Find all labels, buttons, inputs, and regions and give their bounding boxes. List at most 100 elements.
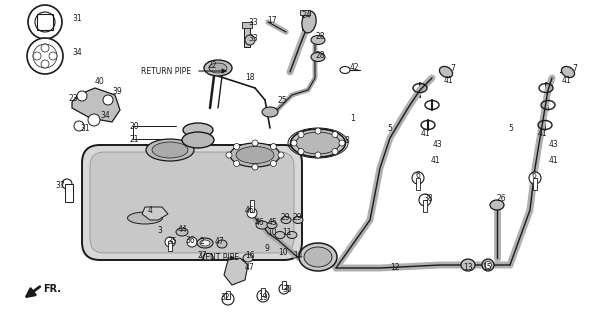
Text: 6: 6: [532, 171, 537, 180]
Ellipse shape: [230, 143, 280, 167]
Ellipse shape: [217, 240, 227, 248]
Circle shape: [74, 121, 84, 131]
Circle shape: [270, 161, 276, 166]
Bar: [300, 10, 310, 15]
Circle shape: [245, 35, 255, 45]
Ellipse shape: [291, 129, 346, 157]
Text: 2: 2: [200, 236, 205, 245]
Bar: [261, 288, 265, 296]
Text: 5: 5: [387, 124, 392, 132]
Text: 31: 31: [72, 13, 81, 22]
Circle shape: [62, 179, 72, 189]
Text: 39: 39: [112, 86, 122, 95]
Bar: [226, 291, 230, 299]
Bar: [250, 200, 254, 212]
Circle shape: [27, 38, 63, 74]
Ellipse shape: [236, 147, 274, 164]
Bar: [416, 178, 420, 190]
Polygon shape: [142, 207, 168, 220]
Ellipse shape: [152, 142, 188, 158]
Text: 34: 34: [72, 47, 81, 57]
Circle shape: [35, 12, 55, 32]
Text: 12: 12: [390, 262, 400, 271]
Text: FR.: FR.: [43, 284, 61, 294]
Bar: [168, 241, 172, 251]
Circle shape: [419, 194, 431, 206]
Polygon shape: [224, 258, 248, 285]
Text: 22: 22: [207, 60, 216, 69]
Circle shape: [529, 172, 541, 184]
Ellipse shape: [197, 238, 213, 248]
Circle shape: [234, 143, 240, 149]
Bar: [533, 178, 537, 190]
Text: 47: 47: [215, 236, 225, 245]
Ellipse shape: [461, 259, 475, 271]
Ellipse shape: [128, 212, 162, 224]
Text: 24: 24: [302, 11, 311, 20]
Ellipse shape: [209, 63, 227, 73]
Text: 41: 41: [549, 156, 559, 164]
Text: 36: 36: [185, 236, 195, 244]
Text: 1: 1: [350, 114, 355, 123]
Bar: [282, 281, 286, 289]
Ellipse shape: [183, 123, 213, 137]
Circle shape: [187, 237, 197, 247]
Text: 15: 15: [482, 262, 492, 271]
Ellipse shape: [281, 217, 291, 223]
Text: 46: 46: [255, 218, 265, 227]
Circle shape: [41, 60, 49, 68]
Text: 20: 20: [130, 122, 140, 131]
Circle shape: [33, 44, 57, 68]
Ellipse shape: [311, 36, 325, 44]
Text: 9: 9: [265, 244, 270, 252]
Ellipse shape: [311, 52, 325, 61]
Ellipse shape: [262, 107, 278, 117]
Polygon shape: [72, 88, 120, 122]
Text: 4: 4: [148, 205, 153, 214]
Text: 33: 33: [248, 34, 258, 43]
Circle shape: [298, 132, 304, 138]
Text: 28: 28: [316, 31, 325, 41]
Text: 31: 31: [80, 124, 90, 132]
Circle shape: [252, 164, 258, 170]
Text: 21: 21: [130, 134, 140, 143]
Ellipse shape: [340, 67, 350, 74]
Text: 43: 43: [549, 140, 559, 148]
Text: 28: 28: [316, 51, 325, 60]
Circle shape: [226, 152, 232, 158]
Ellipse shape: [200, 240, 210, 246]
Text: 25: 25: [278, 95, 288, 105]
Ellipse shape: [561, 67, 574, 77]
Ellipse shape: [275, 231, 285, 238]
Text: RETURN PIPE: RETURN PIPE: [141, 67, 191, 76]
Text: 7: 7: [572, 63, 577, 73]
Ellipse shape: [440, 67, 453, 77]
Circle shape: [88, 114, 100, 126]
Circle shape: [252, 140, 258, 146]
Text: 11: 11: [282, 228, 292, 236]
Ellipse shape: [267, 221, 277, 228]
Circle shape: [33, 52, 41, 60]
Circle shape: [234, 161, 240, 166]
Circle shape: [278, 152, 284, 158]
Circle shape: [332, 148, 338, 155]
Circle shape: [28, 5, 62, 39]
Text: 40: 40: [95, 76, 105, 85]
Text: 41: 41: [421, 129, 431, 138]
Text: 6: 6: [416, 171, 421, 180]
Ellipse shape: [296, 132, 340, 154]
Text: 34: 34: [100, 110, 110, 119]
Ellipse shape: [182, 132, 214, 148]
Text: 41: 41: [444, 76, 453, 84]
Circle shape: [412, 172, 424, 184]
Circle shape: [332, 132, 338, 138]
Circle shape: [257, 290, 269, 302]
Bar: [65, 184, 73, 202]
Circle shape: [49, 52, 57, 60]
Circle shape: [315, 128, 321, 134]
Circle shape: [165, 237, 175, 247]
Circle shape: [41, 44, 49, 52]
Text: 38: 38: [423, 194, 432, 203]
FancyBboxPatch shape: [82, 145, 302, 260]
FancyBboxPatch shape: [90, 152, 294, 253]
